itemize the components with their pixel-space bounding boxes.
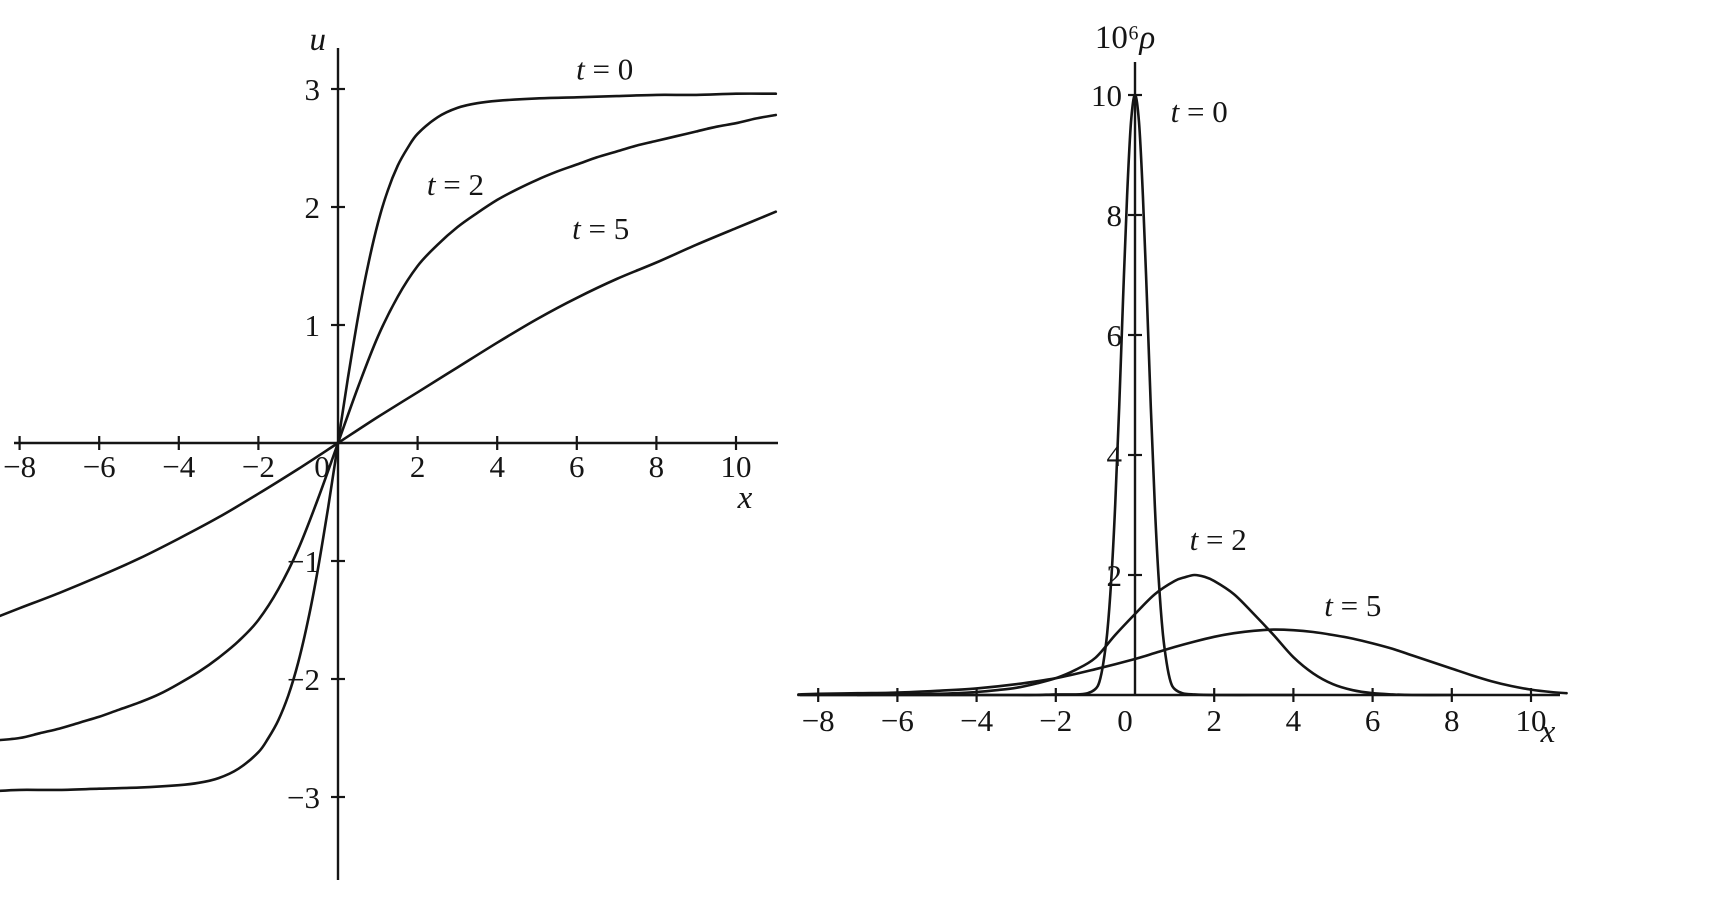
- x-tick-label: 10: [1516, 703, 1547, 738]
- x-tick-label: 6: [1365, 703, 1381, 738]
- curve-label: t = 5: [1324, 588, 1381, 623]
- x-axis-label: x: [1540, 714, 1556, 750]
- y-axis-label: 10⁶ρ: [1095, 20, 1155, 56]
- x-tick-label: −2: [242, 449, 275, 484]
- y-tick-label: 2: [305, 190, 321, 225]
- curve-label: t = 0: [1171, 94, 1228, 129]
- curve-t-5: [797, 628, 1568, 696]
- curve-label: t = 0: [576, 52, 633, 87]
- y-tick-label: 3: [305, 72, 321, 107]
- x-tick-label: 8: [1444, 703, 1460, 738]
- curve-t-5: [0, 210, 778, 618]
- x-tick-label: 2: [1206, 703, 1222, 738]
- y-tick-label: 1: [305, 308, 321, 343]
- x-tick-label: −8: [802, 703, 835, 738]
- y-tick-label: −3: [287, 780, 320, 815]
- x-tick-label: 2: [410, 449, 426, 484]
- x-tick-label: −8: [3, 449, 36, 484]
- curve-label: t = 2: [427, 167, 484, 202]
- curve-t-2: [856, 573, 1454, 697]
- density-profile-plot: −8 −6 −4 −2 2 4 6 8 10 10 8 6 4 2 0 x 10⁶ρ t = 0 t = 2 t = …: [797, 20, 1568, 750]
- x-tick-label: −4: [960, 703, 993, 738]
- x-tick-label: 8: [649, 449, 665, 484]
- x-tick-label: −6: [83, 449, 116, 484]
- x-tick-label: 4: [489, 449, 505, 484]
- x-tick-label: −2: [1039, 703, 1072, 738]
- curve-t-2: [0, 113, 778, 742]
- y-tick-label: 4: [1107, 438, 1123, 473]
- y-tick-label: 6: [1107, 318, 1123, 353]
- y-tick-label: −2: [287, 662, 320, 697]
- x-tick-label: 4: [1286, 703, 1302, 738]
- curve-t-0: [797, 93, 1295, 697]
- y-tick-label: 2: [1107, 558, 1123, 593]
- curve-label: t = 5: [572, 211, 629, 246]
- y-tick-label: 8: [1107, 198, 1123, 233]
- x-tick-label: −6: [881, 703, 914, 738]
- curve-label: t = 2: [1190, 522, 1247, 557]
- x-axis-label: x: [737, 480, 753, 516]
- x-tick-label: 6: [569, 449, 585, 484]
- y-axis-label: u: [310, 22, 327, 58]
- x-tick-label: 10: [721, 449, 752, 484]
- x-tick-label: −4: [162, 449, 195, 484]
- origin-label: 0: [1117, 703, 1133, 738]
- curve-t-0: [0, 92, 778, 793]
- y-tick-label: 10: [1091, 78, 1122, 113]
